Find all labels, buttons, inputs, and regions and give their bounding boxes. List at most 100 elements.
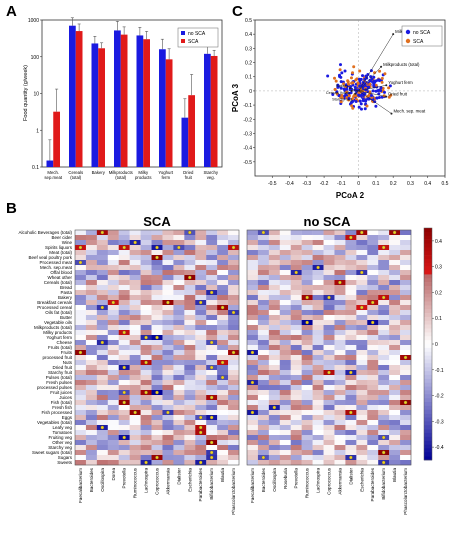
heatmap-cell — [162, 285, 174, 291]
colorbar-tick-label: -0.3 — [435, 419, 444, 425]
heatmap-cell — [129, 445, 141, 451]
heatmap-cell — [162, 255, 174, 261]
heatmap-cell — [184, 295, 196, 301]
heatmap-cell — [378, 430, 390, 436]
heatmap-cell — [173, 445, 185, 451]
heatmap-cell — [140, 270, 152, 276]
heatmap-cell — [162, 355, 174, 361]
heatmap-cell — [195, 390, 207, 396]
heatmap-cell — [195, 350, 207, 356]
x-tick-label: Cereals (total) — [68, 170, 83, 180]
heatmap-cell — [378, 420, 390, 426]
heatmap-cell — [389, 385, 401, 391]
point-no-sca — [359, 102, 363, 106]
point-sca — [380, 76, 384, 80]
heatmap-cell — [301, 420, 313, 426]
heatmap-cell — [356, 280, 368, 286]
heatmap-cell — [301, 390, 313, 396]
heatmap-cell — [118, 455, 130, 461]
heatmap-cell — [247, 320, 259, 326]
point-no-sca — [339, 86, 343, 90]
heatmap-cell — [268, 275, 280, 281]
heatmap-cell — [334, 435, 346, 441]
heatmap-cell — [301, 315, 313, 321]
heatmap-cell — [345, 360, 357, 366]
heatmap-cell — [96, 355, 108, 361]
heatmap-cell — [279, 320, 291, 326]
heatmap-cell — [378, 345, 390, 351]
heatmap-cell — [323, 265, 335, 271]
heatmap-cell — [290, 315, 302, 321]
heatmap-cell — [217, 420, 229, 426]
heatmap-cell — [228, 320, 240, 326]
heatmap-cell — [400, 390, 412, 396]
heatmap-cell — [140, 445, 152, 451]
point-no-sca — [377, 96, 381, 100]
heatmap-cell — [279, 280, 291, 286]
heatmap-cell — [334, 390, 346, 396]
heatmap-cell — [96, 295, 108, 301]
point-no-sca — [336, 85, 340, 89]
point-no-sca — [338, 74, 342, 78]
heatmap-cell — [367, 370, 379, 376]
heatmap-cell — [96, 410, 108, 416]
heatmap-cell — [268, 315, 280, 321]
heatmap-cell — [195, 400, 207, 406]
heatmap-cell — [129, 400, 141, 406]
heatmap-cell — [345, 335, 357, 341]
heatmap-cell — [312, 270, 324, 276]
heatmap-cell — [356, 415, 368, 421]
heatmap-cell — [228, 260, 240, 266]
heatmap-cell — [312, 315, 324, 321]
heatmap-cell — [195, 455, 207, 461]
heatmap-row-label: Nuts — [63, 360, 73, 365]
heatmap-cell — [162, 365, 174, 371]
point-no-sca — [338, 63, 342, 67]
heatmap-cell — [378, 330, 390, 336]
colorbar-segment — [424, 394, 432, 399]
heatmap-cell — [195, 440, 207, 446]
heatmap-cell — [173, 230, 185, 236]
heatmap-cell — [301, 325, 313, 331]
heatmap-cell — [290, 385, 302, 391]
heatmap-cell — [378, 315, 390, 321]
heatmap-cell — [378, 275, 390, 281]
heatmap-cell — [228, 410, 240, 416]
heatmap-cell — [279, 410, 291, 416]
heatmap-cell — [184, 235, 196, 241]
heatmap-cell — [312, 425, 324, 431]
heatmap-cell — [279, 440, 291, 446]
heatmap-cell — [323, 310, 335, 316]
heatmap-cell — [367, 325, 379, 331]
heatmap-cell — [206, 275, 218, 281]
y-tick-label: 0.5 — [245, 18, 252, 24]
heatmap-cell — [345, 420, 357, 426]
colorbar-segment — [424, 359, 432, 364]
heatmap-cell — [151, 415, 163, 421]
heatmap-cell — [247, 395, 259, 401]
heatmap-cell — [268, 430, 280, 436]
heatmap-cell — [367, 295, 379, 301]
heatmap-row-label: Fresh fish — [52, 405, 72, 410]
significance-dot — [144, 360, 148, 365]
heatmap-cell — [389, 380, 401, 386]
heatmap-cell — [195, 420, 207, 426]
heatmap-cell — [151, 340, 163, 346]
heatmap-cell — [389, 250, 401, 256]
heatmap-cell — [195, 340, 207, 346]
colorbar-segment — [424, 440, 432, 445]
heatmap-cell — [140, 370, 152, 376]
heatmap-cell — [334, 370, 346, 376]
colorbar-segment — [424, 351, 432, 356]
heatmap-cell — [75, 305, 87, 311]
heatmap-cell — [85, 390, 98, 396]
heatmap-cell — [257, 360, 270, 366]
heatmap-cell — [107, 345, 119, 351]
heatmap-cell — [334, 320, 346, 326]
heatmap-cell — [140, 380, 152, 386]
heatmap-cell — [173, 460, 185, 466]
heatmap-cell — [378, 360, 390, 366]
heatmap-cell — [356, 300, 368, 306]
heatmap-cell — [345, 355, 357, 361]
heatmap-cell — [85, 325, 98, 331]
